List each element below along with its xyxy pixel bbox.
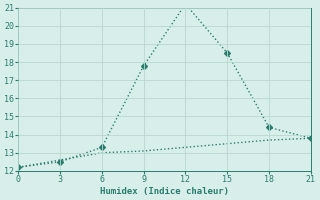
X-axis label: Humidex (Indice chaleur): Humidex (Indice chaleur) [100, 187, 229, 196]
